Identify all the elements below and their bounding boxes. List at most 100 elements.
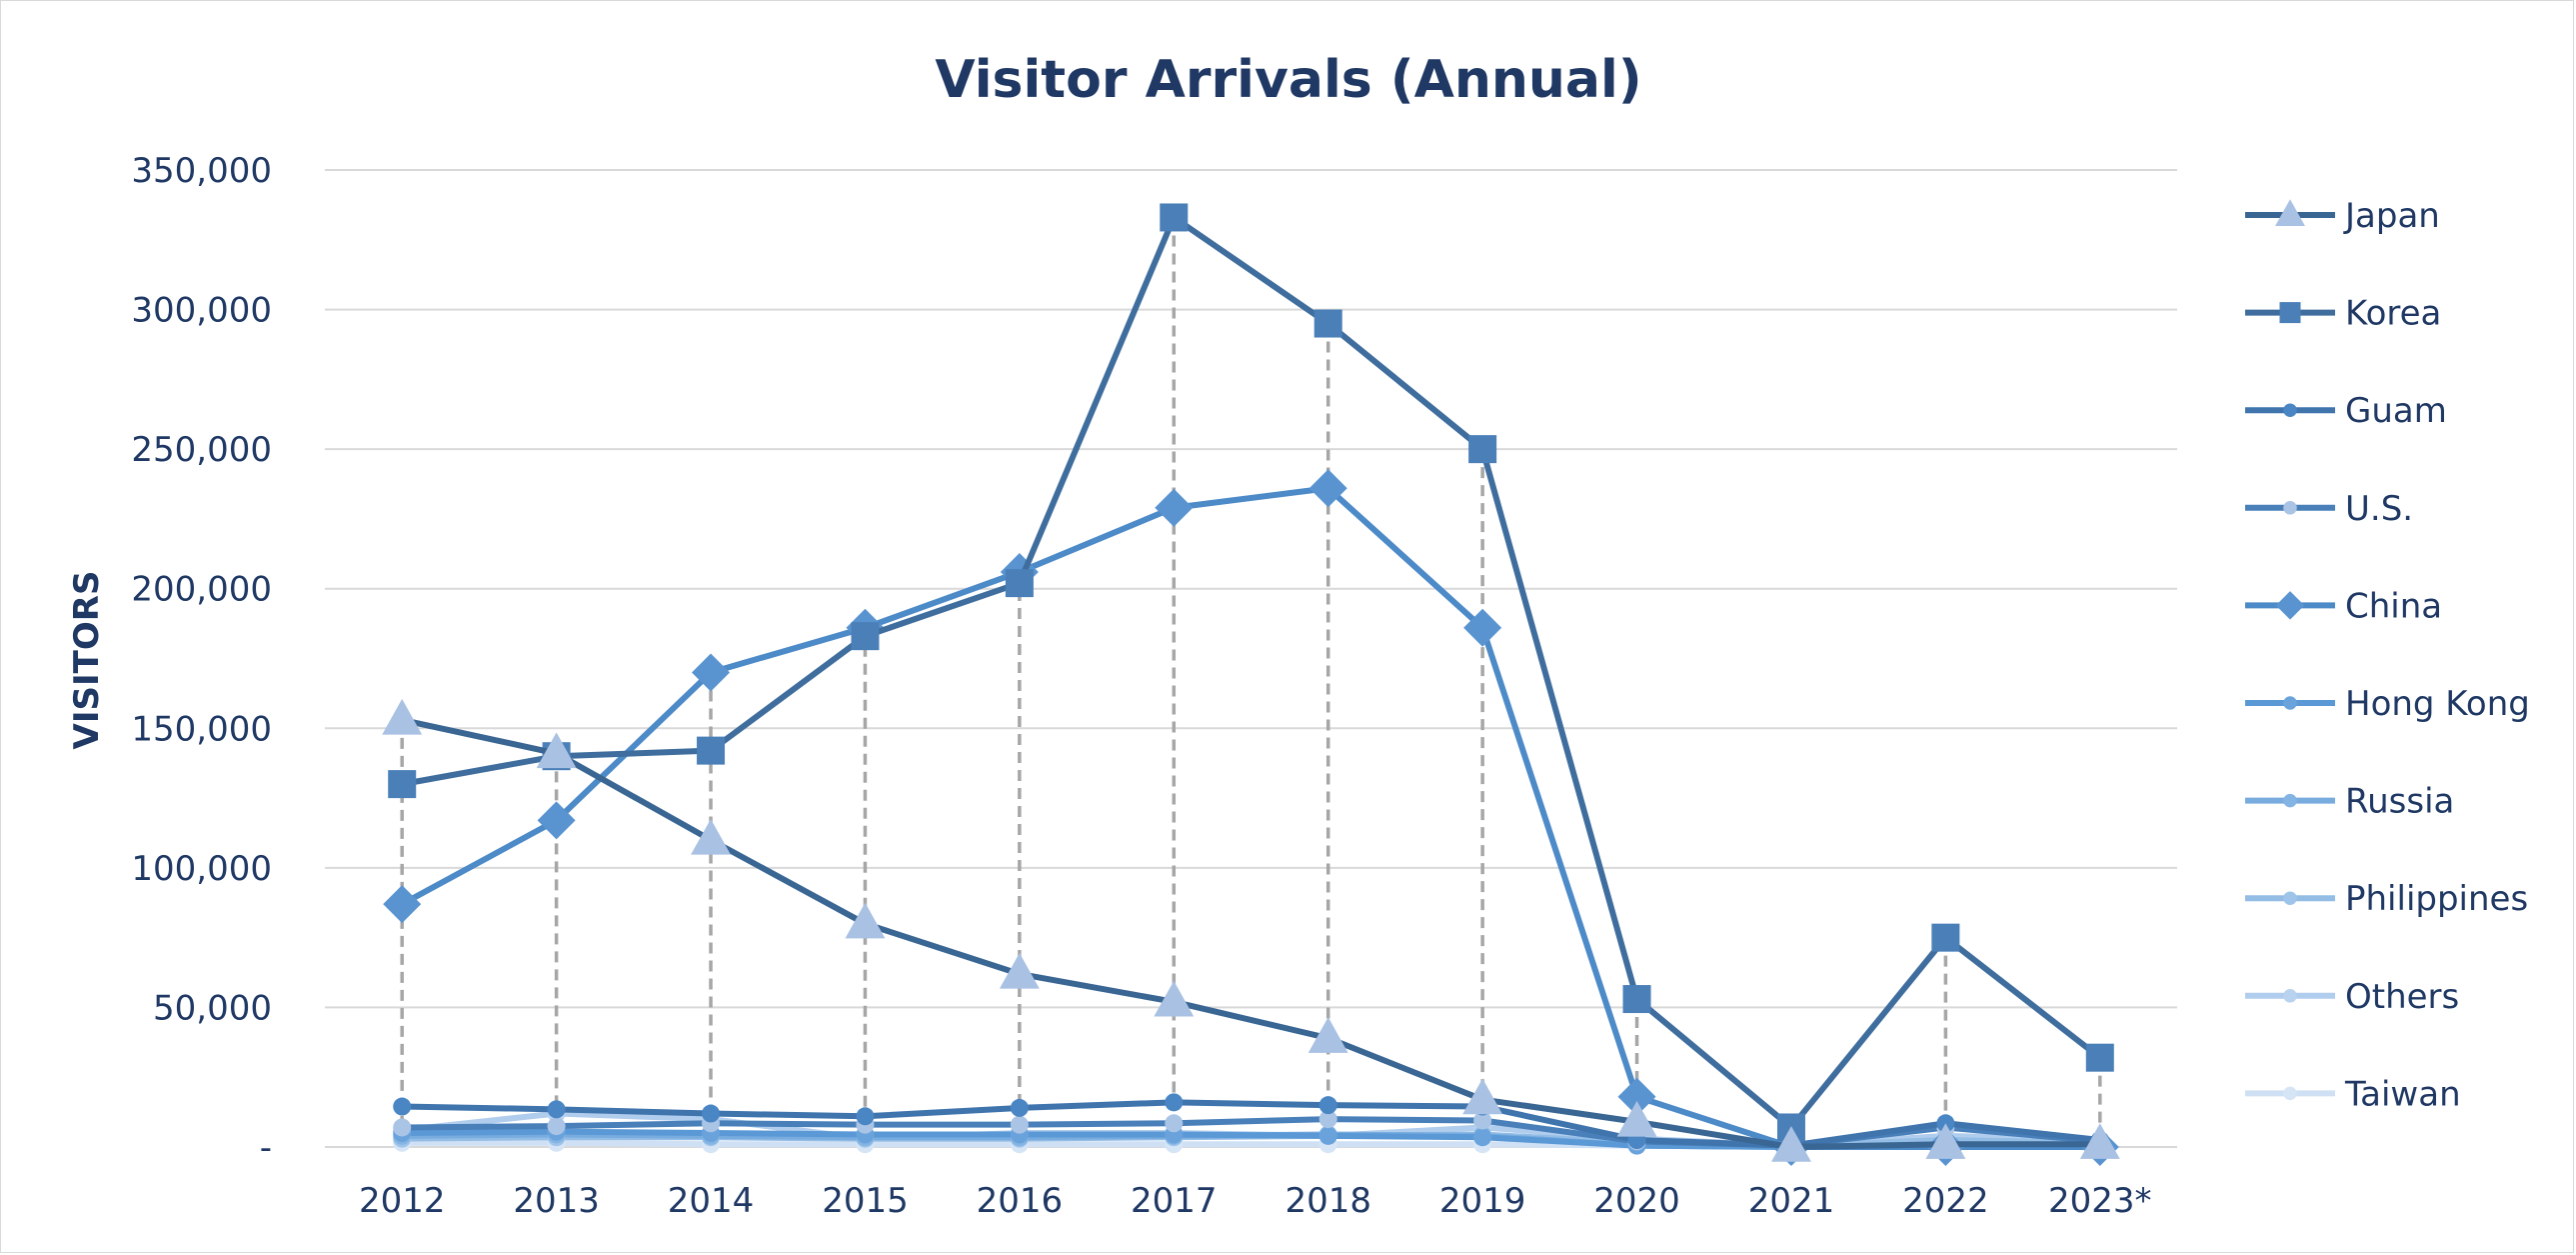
- data-point: [393, 1097, 412, 1116]
- legend-item: U.S.: [2245, 489, 2413, 529]
- x-tick-label: 2015: [822, 1181, 909, 1221]
- x-tick-label: 2022: [1902, 1181, 1989, 1221]
- legend-marker: [2283, 501, 2297, 515]
- data-point: [1160, 203, 1189, 232]
- series-japan: [382, 698, 2120, 1162]
- y-tick-label: 100,000: [131, 849, 272, 889]
- legend-item: Russia: [2245, 782, 2454, 822]
- data-point: [383, 885, 422, 924]
- legend-item: Hong Kong: [2245, 684, 2530, 724]
- data-point: [845, 902, 886, 939]
- y-tick-label: 200,000: [131, 570, 272, 610]
- data-point: [1165, 1114, 1184, 1133]
- data-point: [1473, 1128, 1492, 1147]
- x-tick-label: 2019: [1439, 1181, 1526, 1221]
- x-tick-label: 2020: [1593, 1181, 1680, 1221]
- x-axis-ticks: 2012 2013 2014 2015 2016 2017 2018 2019 2020 2021…: [359, 1181, 2152, 1221]
- data-point: [1925, 1123, 1966, 1159]
- data-point: [1622, 985, 1651, 1014]
- series-line: [401, 214, 2102, 1131]
- series-line: [401, 716, 2100, 1150]
- data-point: [1931, 923, 1960, 952]
- data-point: [1005, 569, 1034, 598]
- legend-label: Philippines: [2345, 879, 2528, 919]
- x-tick-label: 2013: [513, 1181, 600, 1221]
- data-point: [536, 732, 577, 769]
- legend-label: U.S.: [2345, 489, 2413, 529]
- data-point: [1313, 309, 1342, 338]
- x-tick-label: 2018: [1285, 1181, 1371, 1221]
- legend-marker: [2275, 199, 2305, 227]
- series-line: [400, 485, 2100, 1150]
- legend-item: Others: [2245, 977, 2459, 1017]
- x-tick-label: 2021: [1748, 1181, 1835, 1221]
- data-point: [1318, 1110, 1337, 1129]
- series-china: [383, 469, 2119, 1166]
- legend-item: Korea: [2245, 294, 2441, 334]
- data-point: [1462, 1078, 1503, 1115]
- gridlines: [325, 169, 2177, 1148]
- legend-label: Japan: [2343, 196, 2440, 236]
- y-axis-ticks: - 50,000 100,000 150,000 200,000 250,000 300,0…: [131, 151, 272, 1168]
- data-point: [1771, 1126, 1811, 1162]
- y-tick-label: 250,000: [131, 430, 272, 470]
- data-point: [1318, 1126, 1337, 1145]
- data-point: [1473, 1111, 1492, 1130]
- data-point: [537, 801, 576, 840]
- legend-marker: [2283, 891, 2297, 905]
- legend-label: China: [2345, 586, 2442, 626]
- y-tick-label: 50,000: [153, 988, 272, 1028]
- legend-marker: [2283, 696, 2297, 710]
- data-point: [382, 698, 423, 735]
- series-korea: [388, 203, 2114, 1142]
- data-point: [1307, 1017, 1348, 1053]
- data-point: [851, 622, 880, 651]
- legend-label: Russia: [2345, 782, 2454, 822]
- data-point: [1155, 488, 1194, 527]
- chart-title: Visitor Arrivals (Annual): [935, 50, 1641, 110]
- data-point: [691, 818, 731, 855]
- data-point: [999, 952, 1040, 989]
- y-tick-label: 350,000: [131, 151, 272, 191]
- data-point: [1463, 608, 1502, 647]
- data-point: [1165, 1093, 1184, 1112]
- x-tick-label: 2016: [977, 1181, 1064, 1221]
- data-point: [1616, 1100, 1657, 1137]
- legend-label: Taiwan: [2344, 1074, 2461, 1114]
- legend-item: Philippines: [2245, 879, 2528, 919]
- legend-marker: [2283, 989, 2297, 1003]
- legend: Japan Korea Guam U.S. China Hong Kong Russia Ph…: [2245, 196, 2530, 1114]
- legend-marker: [2275, 591, 2305, 620]
- data-point: [547, 1100, 566, 1119]
- legend-label: Korea: [2345, 294, 2441, 334]
- legend-item: Guam: [2245, 391, 2447, 431]
- x-tick-label: 2017: [1131, 1181, 1218, 1221]
- x-tick-label: 2012: [359, 1181, 446, 1221]
- series-line: [402, 1099, 2101, 1149]
- data-point: [547, 1117, 566, 1136]
- legend-item: Japan: [2245, 196, 2440, 236]
- legend-label: Hong Kong: [2345, 684, 2530, 724]
- y-tick-label: 300,000: [131, 291, 272, 331]
- data-point: [2085, 1043, 2114, 1072]
- data-point: [1010, 1098, 1029, 1117]
- legend-label: Others: [2345, 977, 2459, 1017]
- data-point: [1308, 469, 1347, 508]
- data-point: [1617, 1077, 1656, 1116]
- legend-marker: [2283, 1086, 2297, 1101]
- x-tick-label: 2023*: [2048, 1181, 2152, 1221]
- legend-marker: [2283, 403, 2297, 417]
- legend-item: Taiwan: [2245, 1074, 2461, 1114]
- data-point: [1010, 1115, 1029, 1134]
- data-point: [1318, 1096, 1337, 1115]
- y-tick-label: 150,000: [131, 709, 272, 749]
- series-group: [382, 203, 2120, 1166]
- data-point: [856, 1107, 875, 1126]
- data-point: [388, 770, 417, 799]
- data-point: [393, 1118, 412, 1137]
- legend-marker: [2283, 793, 2297, 808]
- legend-marker: [2279, 302, 2301, 324]
- data-point: [1154, 980, 1195, 1017]
- data-point: [692, 653, 731, 692]
